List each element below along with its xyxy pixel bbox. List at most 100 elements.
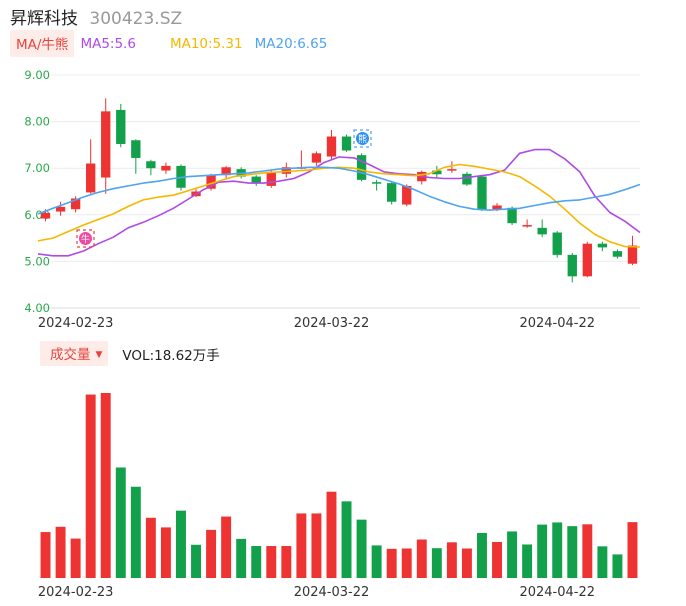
candle-body <box>341 136 352 151</box>
candle <box>131 139 141 174</box>
volume-bar <box>281 546 292 578</box>
candle-body <box>70 198 81 210</box>
volume-bar <box>431 548 442 578</box>
stock-title: 昇辉科技 300423.SZ <box>10 4 182 29</box>
volume-indicator-dropdown[interactable]: 成交量 ▼ <box>40 341 109 366</box>
candle-body <box>326 136 337 157</box>
candle <box>101 98 111 194</box>
candle-body <box>537 227 547 235</box>
ma10-label: MA10:5.31 <box>169 35 243 52</box>
volume-x-tick-label: 2024-04-22 <box>519 585 595 600</box>
volume-tab-label: 成交量 <box>50 347 91 363</box>
candle <box>266 170 276 188</box>
candle <box>206 173 216 191</box>
svg-text:熊: 熊 <box>358 133 367 145</box>
candle-body <box>492 205 502 210</box>
candle-body <box>116 109 126 144</box>
candle-body <box>281 167 291 174</box>
y-tick-label: 8.00 <box>24 115 50 129</box>
candle-body <box>612 251 623 257</box>
volume-bar <box>266 546 277 578</box>
volume-bar <box>386 548 397 578</box>
candle <box>281 162 291 178</box>
dropdown-triangle-icon: ▼ <box>95 350 103 360</box>
y-tick-label: 9.00 <box>24 68 50 82</box>
y-tick-label: 5.00 <box>24 254 50 268</box>
volume-bar <box>326 491 337 578</box>
volume-bar <box>55 526 66 578</box>
volume-bar <box>130 486 141 578</box>
candle-body <box>55 206 66 212</box>
candle <box>477 175 487 212</box>
candle <box>432 165 442 178</box>
candle <box>387 181 397 205</box>
candle-body <box>522 225 532 227</box>
candle <box>251 175 261 186</box>
price-axis-labels: 9.008.007.006.005.004.00 <box>24 68 50 315</box>
candle <box>552 231 562 258</box>
candle-body <box>567 254 577 277</box>
volume-date-axis-labels: 2024-02-23 2024-03-22 2024-04-22 <box>38 585 595 600</box>
volume-bar <box>371 545 382 578</box>
moving-average-lines <box>37 148 641 257</box>
volume-bar <box>191 544 201 578</box>
ma20-label: MA20:6.65 <box>254 35 328 52</box>
volume-value-label: VOL:18.62万手 <box>122 347 220 364</box>
candle-body <box>356 155 367 180</box>
volume-bar <box>356 519 367 578</box>
candle <box>55 201 66 216</box>
candle-body <box>432 170 442 175</box>
x-tick-label: 2024-04-22 <box>519 316 595 331</box>
candle <box>612 249 623 259</box>
volume-bar <box>492 541 502 578</box>
volume-bar <box>70 538 81 578</box>
volume-bar <box>537 524 548 578</box>
volume-bar <box>341 501 352 578</box>
candle-body <box>582 243 592 277</box>
svg-text:牛: 牛 <box>81 233 90 245</box>
candle-body <box>101 111 111 178</box>
candle-body <box>131 140 141 158</box>
volume-bar <box>296 513 307 578</box>
volume-bar <box>461 548 472 578</box>
volume-bar <box>145 517 156 578</box>
volume-bar <box>160 527 171 578</box>
candle <box>582 241 592 278</box>
sell-signal-icon[interactable]: 熊 <box>353 129 372 148</box>
ma-indicator-tab[interactable]: MA/牛熊 <box>10 30 75 57</box>
volume-bar <box>416 539 427 578</box>
volume-legend: 成交量 ▼ VOL:18.62万手 <box>40 341 220 366</box>
volume-bar <box>477 532 487 578</box>
candle <box>86 139 96 194</box>
buy-signal-icon[interactable]: 牛 <box>76 229 95 248</box>
volume-bar <box>401 548 412 578</box>
volume-bar <box>446 542 457 578</box>
volume-bar <box>206 529 217 578</box>
candle <box>417 170 427 185</box>
candle <box>341 134 352 152</box>
volume-bar <box>115 467 126 578</box>
volume-bar <box>567 526 578 578</box>
volume-bar <box>236 538 247 578</box>
candle <box>371 179 382 191</box>
price-grid <box>38 74 640 309</box>
candle <box>567 253 577 283</box>
candle <box>296 150 307 170</box>
stock-name: 昇辉科技 <box>10 9 78 29</box>
volume-bar <box>522 544 533 578</box>
y-tick-label: 4.00 <box>24 301 50 315</box>
candlestick-series <box>40 98 638 283</box>
candle-body <box>40 212 51 219</box>
volume-bar <box>612 554 623 578</box>
candle <box>627 235 638 266</box>
candle <box>447 161 457 173</box>
volume-bar <box>627 522 638 578</box>
volume-bar <box>311 513 322 578</box>
candle <box>462 171 472 186</box>
x-tick-label: 2024-03-22 <box>294 316 370 331</box>
volume-x-tick-label: 2024-03-22 <box>294 585 370 600</box>
candle-body <box>447 169 457 171</box>
volume-bar <box>507 531 518 578</box>
ma5-label: MA5:5.6 <box>80 35 136 52</box>
